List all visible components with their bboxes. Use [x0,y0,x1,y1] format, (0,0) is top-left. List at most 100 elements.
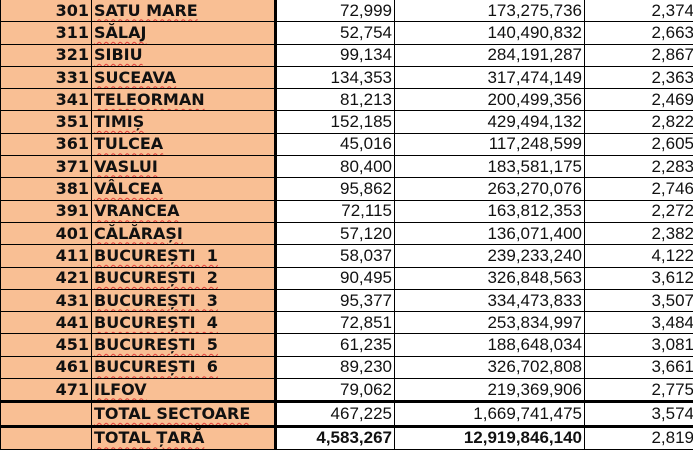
total-cell[interactable]: 253,834,997 [395,312,585,334]
avg-cell[interactable]: 2,822 [585,111,693,133]
avg-cell[interactable]: 2,272 [585,200,693,222]
avg-cell[interactable]: 2,605 [585,133,693,155]
avg-cell[interactable]: 2,663 [585,22,693,44]
county-cell[interactable]: BUCUREȘTI 5 [92,334,276,356]
total-label-cell[interactable]: TOTAL ȚARĂ [92,426,276,449]
code-cell[interactable]: 411 [1,245,92,267]
county-cell[interactable]: SIBIU [92,44,276,66]
code-cell[interactable]: 371 [1,156,92,178]
avg-cell[interactable]: 4,122 [585,245,693,267]
value-cell[interactable]: 72,115 [276,200,395,222]
total-cell[interactable]: 317,474,149 [395,66,585,88]
avg-cell[interactable]: 2,374 [585,0,693,22]
value-cell[interactable]: 45,016 [276,133,395,155]
avg-cell[interactable]: 2,867 [585,44,693,66]
county-cell[interactable]: SATU MARE [92,0,276,22]
value-cell[interactable]: 134,353 [276,66,395,88]
total-cell[interactable]: 326,702,808 [395,356,585,378]
total-cell[interactable]: 12,919,846,140 [395,426,585,449]
code-cell[interactable]: 431 [1,289,92,311]
total-cell[interactable]: 117,248,599 [395,133,585,155]
county-cell[interactable]: VASLUI [92,156,276,178]
total-cell[interactable]: 136,071,400 [395,222,585,244]
code-cell[interactable]: 391 [1,200,92,222]
total-cell[interactable]: 334,473,833 [395,289,585,311]
value-cell[interactable]: 79,062 [276,379,395,402]
total-cell[interactable]: 140,490,832 [395,22,585,44]
total-cell[interactable]: 163,812,353 [395,200,585,222]
county-cell[interactable]: CĂLĂRAȘI [92,222,276,244]
code-cell[interactable]: 401 [1,222,92,244]
value-cell[interactable]: 72,999 [276,0,395,22]
value-cell[interactable]: 90,495 [276,267,395,289]
total-cell[interactable]: 188,648,034 [395,334,585,356]
total-cell[interactable]: 1,669,741,475 [395,402,585,426]
county-cell[interactable]: TIMIȘ [92,111,276,133]
code-cell[interactable]: 451 [1,334,92,356]
avg-cell[interactable]: 3,507 [585,289,693,311]
county-cell[interactable]: SĂLAJ [92,22,276,44]
county-cell[interactable]: BUCUREȘTI 2 [92,267,276,289]
value-cell[interactable]: 99,134 [276,44,395,66]
code-cell[interactable]: 471 [1,379,92,402]
value-cell[interactable]: 57,120 [276,222,395,244]
value-cell[interactable]: 81,213 [276,89,395,111]
code-cell[interactable]: 381 [1,178,92,200]
avg-cell[interactable]: 2,363 [585,66,693,88]
code-cell[interactable]: 311 [1,22,92,44]
avg-cell[interactable]: 3,661 [585,356,693,378]
code-cell[interactable]: 461 [1,356,92,378]
value-cell[interactable]: 61,235 [276,334,395,356]
county-cell[interactable]: BUCUREȘTI 6 [92,356,276,378]
value-cell[interactable]: 72,851 [276,312,395,334]
avg-cell[interactable]: 3,484 [585,312,693,334]
avg-cell[interactable]: 2,382 [585,222,693,244]
county-cell[interactable]: TELEORMAN [92,89,276,111]
code-cell[interactable]: 321 [1,44,92,66]
avg-cell[interactable]: 2,775 [585,379,693,402]
avg-cell[interactable]: 2,469 [585,89,693,111]
total-cell[interactable]: 200,499,356 [395,89,585,111]
county-cell[interactable]: BUCUREȘTI 3 [92,289,276,311]
value-cell[interactable]: 4,583,267 [276,426,395,449]
total-cell[interactable]: 173,275,736 [395,0,585,22]
code-cell[interactable] [1,426,92,449]
value-cell[interactable]: 80,400 [276,156,395,178]
avg-cell[interactable]: 2,746 [585,178,693,200]
code-cell[interactable] [1,402,92,426]
value-cell[interactable]: 89,230 [276,356,395,378]
value-cell[interactable]: 467,225 [276,402,395,426]
total-cell[interactable]: 263,270,076 [395,178,585,200]
total-cell[interactable]: 239,233,240 [395,245,585,267]
county-cell[interactable]: BUCUREȘTI 4 [92,312,276,334]
avg-cell[interactable]: 3,612 [585,267,693,289]
value-cell[interactable]: 95,377 [276,289,395,311]
value-cell[interactable]: 52,754 [276,22,395,44]
county-cell[interactable]: VÂLCEA [92,178,276,200]
code-cell[interactable]: 421 [1,267,92,289]
avg-cell[interactable]: 2,819 [585,426,693,449]
county-cell[interactable]: BUCUREȘTI 1 [92,245,276,267]
total-cell[interactable]: 326,848,563 [395,267,585,289]
county-cell[interactable]: VRANCEA [92,200,276,222]
value-cell[interactable]: 95,862 [276,178,395,200]
code-cell[interactable]: 441 [1,312,92,334]
avg-cell[interactable]: 3,574 [585,402,693,426]
total-cell[interactable]: 429,494,132 [395,111,585,133]
total-label-cell[interactable]: TOTAL SECTOARE [92,402,276,426]
total-cell[interactable]: 183,581,175 [395,156,585,178]
total-cell[interactable]: 284,191,287 [395,44,585,66]
avg-cell[interactable]: 3,081 [585,334,693,356]
value-cell[interactable]: 58,037 [276,245,395,267]
code-cell[interactable]: 361 [1,133,92,155]
avg-cell[interactable]: 2,283 [585,156,693,178]
code-cell[interactable]: 301 [1,0,92,22]
county-cell[interactable]: SUCEAVA [92,66,276,88]
county-cell[interactable]: ILFOV [92,379,276,402]
total-cell[interactable]: 219,369,906 [395,379,585,402]
value-cell[interactable]: 152,185 [276,111,395,133]
code-cell[interactable]: 341 [1,89,92,111]
code-cell[interactable]: 351 [1,111,92,133]
county-cell[interactable]: TULCEA [92,133,276,155]
code-cell[interactable]: 331 [1,66,92,88]
